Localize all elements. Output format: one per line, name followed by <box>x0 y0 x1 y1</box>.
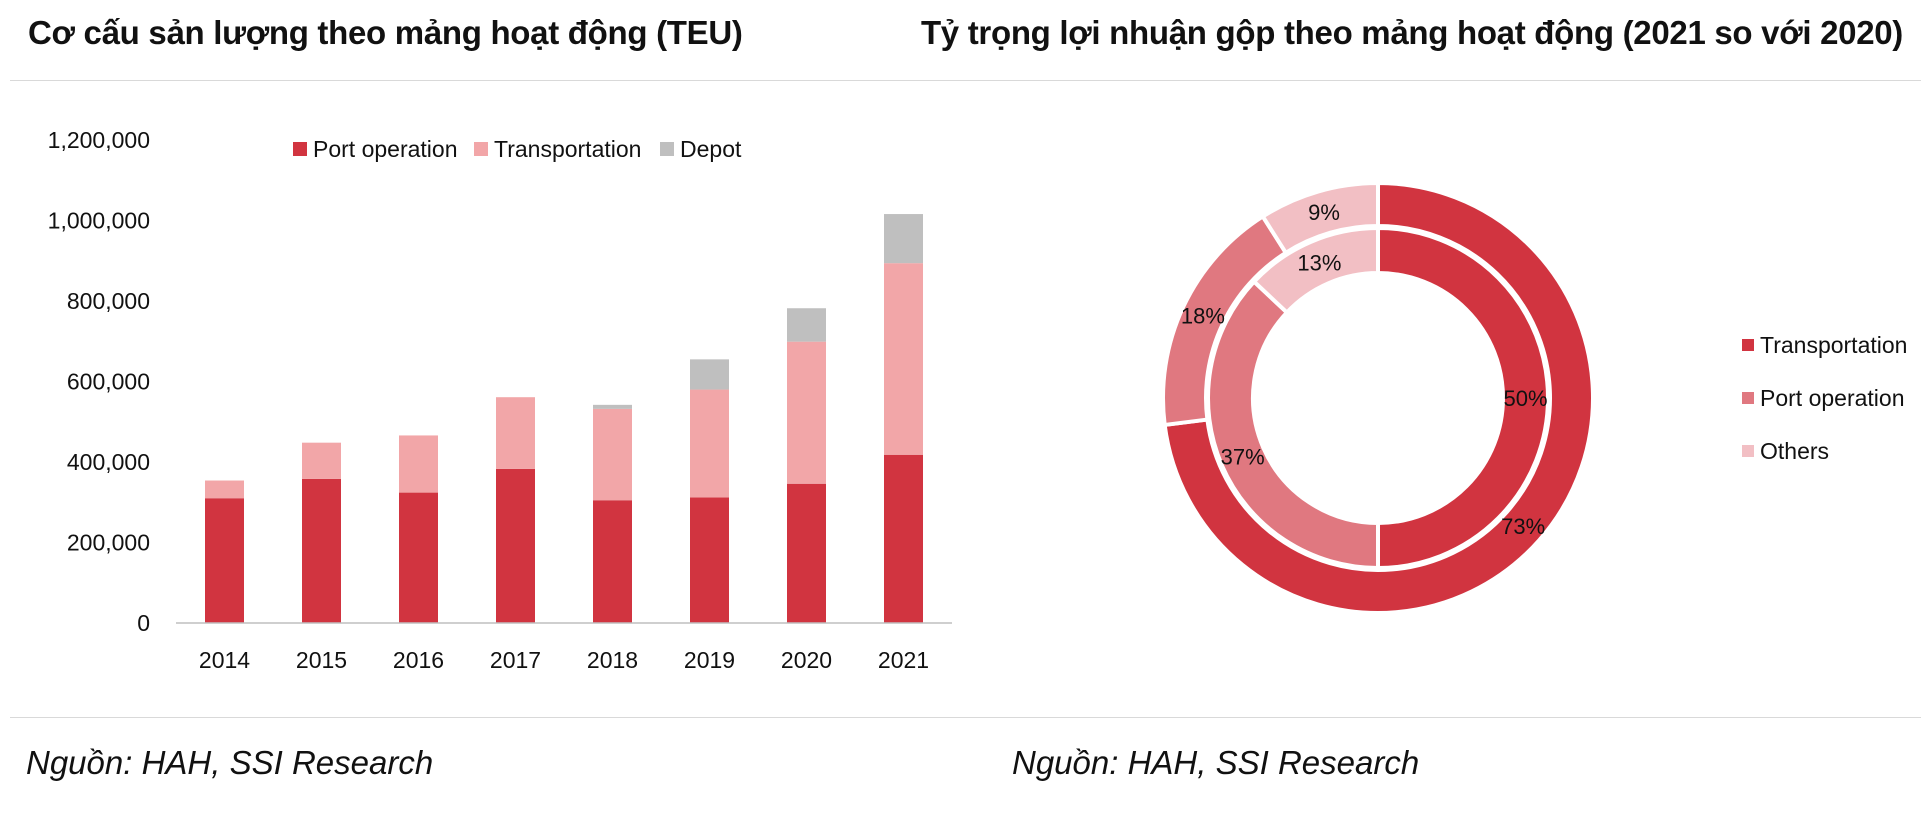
outer-ring-data-label: 18% <box>1181 304 1225 329</box>
x-tick-label: 2019 <box>684 647 735 673</box>
outer-ring-data-label: 73% <box>1501 514 1545 539</box>
inner-ring-slice <box>1206 278 1380 571</box>
bar-port-operation <box>593 500 632 623</box>
inner-ring-slice <box>1376 225 1550 571</box>
left-chart-title: Cơ cấu sản lượng theo mảng hoạt động (TE… <box>28 14 743 51</box>
bar-transportation <box>787 341 826 484</box>
inner-ring-slice <box>1251 225 1380 316</box>
legend-swatch <box>660 142 674 156</box>
inner-ring-data-label: 50% <box>1503 386 1547 411</box>
bar-depot <box>690 359 729 390</box>
donut-chart: 73% 18% 9% 50% 37% 13% Transportation Port oper… <box>1163 183 1908 613</box>
bar-port-operation <box>787 483 826 623</box>
legend-swatch <box>474 142 488 156</box>
legend-label: Port operation <box>313 136 457 162</box>
bar-transportation <box>496 397 535 469</box>
bar-transportation <box>690 389 729 498</box>
x-tick-label: 2017 <box>490 647 541 673</box>
bar-depot <box>787 308 826 342</box>
legend-label: Port operation <box>1760 385 1904 411</box>
bar-port-operation <box>690 497 729 623</box>
bar-transportation <box>593 408 632 501</box>
x-tick-label: 2021 <box>878 647 929 673</box>
bar-depot <box>593 404 632 409</box>
right-chart-title: Tỷ trọng lợi nhuận gộp theo mảng hoạt độ… <box>920 14 1903 51</box>
bar-port-operation <box>496 468 535 623</box>
legend-swatch <box>293 142 307 156</box>
y-tick-label: 200,000 <box>67 530 150 556</box>
legend-swatch <box>1742 392 1754 404</box>
y-tick-label: 800,000 <box>67 288 150 314</box>
legend-swatch <box>1742 339 1754 351</box>
bar-transportation <box>399 435 438 493</box>
legend-label: Depot <box>680 136 742 162</box>
top-divider <box>10 80 1921 81</box>
bar-port-operation <box>884 454 923 623</box>
legend-swatch <box>1742 445 1754 457</box>
bottom-divider <box>10 717 1921 718</box>
bar-port-operation <box>205 498 244 623</box>
legend-label: Others <box>1760 438 1829 464</box>
x-tick-label: 2014 <box>199 647 250 673</box>
y-tick-label: 0 <box>137 610 150 636</box>
x-tick-label: 2016 <box>393 647 444 673</box>
y-tick-label: 400,000 <box>67 449 150 475</box>
legend-label: Transportation <box>494 136 641 162</box>
bar-transportation <box>205 480 244 499</box>
bar-transportation <box>884 263 923 455</box>
left-source-note: Nguồn: HAH, SSI Research <box>26 744 434 781</box>
y-tick-label: 600,000 <box>67 369 150 395</box>
y-tick-label: 1,200,000 <box>48 127 150 153</box>
bar-port-operation <box>399 492 438 623</box>
bar-depot <box>884 214 923 264</box>
outer-ring-data-label: 9% <box>1308 200 1340 225</box>
legend-label: Transportation <box>1760 332 1907 358</box>
right-source-note: Nguồn: HAH, SSI Research <box>1012 744 1420 781</box>
inner-ring-data-label: 13% <box>1297 251 1341 276</box>
stacked-bar-chart: 0 200,000 400,000 600,000 800,000 1,000,000 1,… <box>48 127 952 673</box>
bar-transportation <box>302 442 341 479</box>
y-tick-label: 1,000,000 <box>48 208 150 234</box>
x-tick-label: 2020 <box>781 647 832 673</box>
x-tick-label: 2018 <box>587 647 638 673</box>
bar-port-operation <box>302 478 341 623</box>
x-tick-label: 2015 <box>296 647 347 673</box>
inner-ring-data-label: 37% <box>1221 445 1265 470</box>
